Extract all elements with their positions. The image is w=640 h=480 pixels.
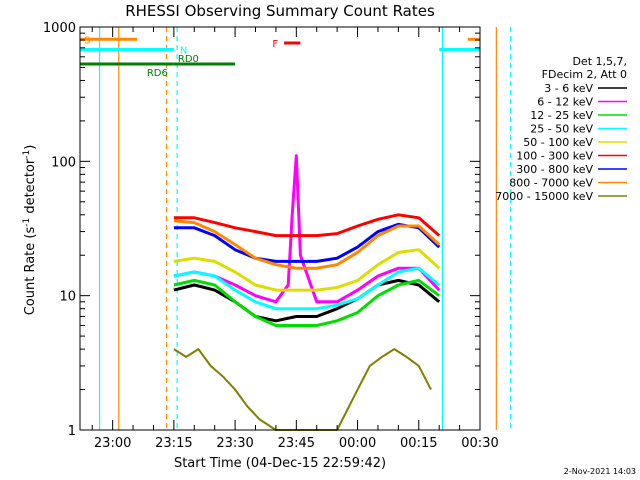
series-line-0 <box>173 278 441 323</box>
legend-label-1: 6 - 12 keV <box>537 96 593 109</box>
flag-label-n: N <box>180 45 187 56</box>
series-line-4 <box>173 248 441 292</box>
y-axis-label: Count Rate (s-1 detector-1) <box>22 145 38 316</box>
legend-label-2: 12 - 25 keV <box>530 109 593 122</box>
x-tick-label-3: 23:45 <box>278 436 315 451</box>
footer-date: 2-Nov-2021 14:03 <box>564 467 636 476</box>
legend-label-8: 7000 - 15000 keV <box>495 190 593 203</box>
y-axis: 1 10 100 1000 <box>43 21 480 439</box>
x-axis-label: Start Time (04-Dec-15 22:59:42) <box>174 456 386 471</box>
flag-label-f: F <box>272 39 278 50</box>
x-tick-label-4: 00:00 <box>339 436 376 451</box>
legend-header-line-2: FDecim 2, Att 0 <box>542 68 627 81</box>
series-line-8 <box>173 348 432 431</box>
legend-label-3: 25 - 50 keV <box>530 123 593 136</box>
series-line-1 <box>173 154 441 304</box>
plot-area: S N F RD0 RD6 <box>80 27 512 431</box>
flag-label-rd6: RD6 <box>147 68 168 79</box>
legend-header-line-1: Det 1,5,7, <box>572 55 627 68</box>
series-line-2 <box>173 278 441 327</box>
series-line-3 <box>173 266 441 311</box>
legend-label-7: 800 - 7000 keV <box>509 177 593 190</box>
x-tick-label-6: 00:30 <box>461 436 498 451</box>
legend-label-6: 300 - 800 keV <box>516 163 593 176</box>
x-tick-label-5: 00:15 <box>400 436 437 451</box>
y-tick-label-2: 100 <box>51 155 76 170</box>
x-tick-label-1: 23:15 <box>155 436 192 451</box>
y-tick-label-1: 10 <box>59 290 76 305</box>
flag-label-s: S <box>84 35 90 46</box>
legend-label-4: 50 - 100 keV <box>523 136 593 149</box>
y-tick-label-3: 1000 <box>43 21 76 36</box>
series-line-5 <box>173 213 441 238</box>
legend-label-5: 100 - 300 keV <box>516 150 593 163</box>
series-line-6 <box>173 222 441 263</box>
plot-frame <box>79 26 481 431</box>
legend-label-0: 3 - 6 keV <box>544 82 593 95</box>
x-tick-label-0: 23:00 <box>94 436 131 451</box>
chart-title: RHESSI Observing Summary Count Rates <box>125 2 435 20</box>
series-line-7 <box>173 219 441 270</box>
x-tick-label-2: 23:30 <box>216 436 253 451</box>
x-axis: 23:00 23:15 23:30 23:45 00:00 00:15 00:30 <box>91 27 499 451</box>
flag-label-rd0: RD0 <box>178 54 199 65</box>
y-tick-label-0: 1 <box>68 424 76 439</box>
